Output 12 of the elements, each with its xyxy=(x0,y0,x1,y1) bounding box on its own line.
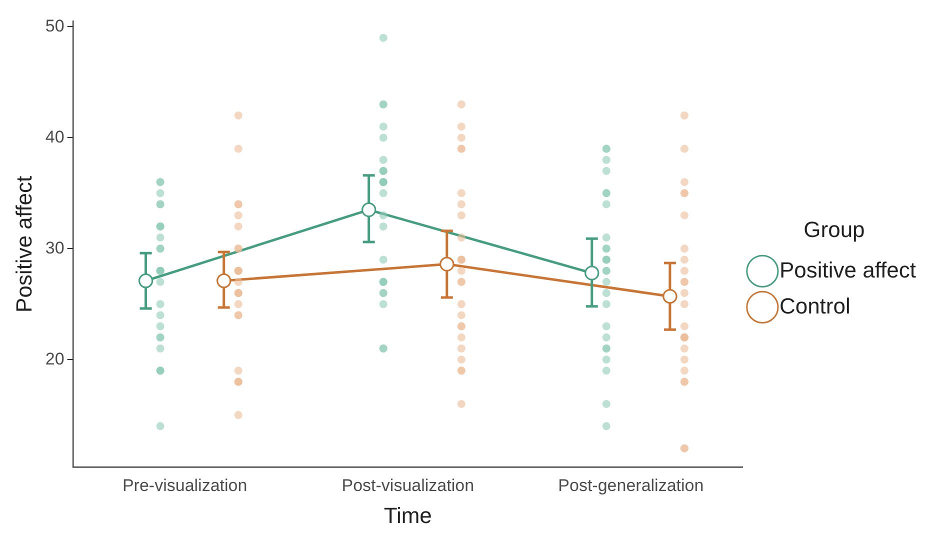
x-axis-title: Time xyxy=(384,502,432,528)
y-axis-title: Positive affect xyxy=(11,176,36,312)
legend-label: Positive affect xyxy=(779,257,916,282)
x-tick-label: Post-generalization xyxy=(558,476,704,496)
y-tick-label: 30 xyxy=(45,238,64,258)
y-tick-label: 50 xyxy=(45,16,64,36)
y-tick-label: 20 xyxy=(45,349,64,368)
legend-title: Group xyxy=(804,216,865,242)
x-tick-label: Post-visualization xyxy=(342,476,474,496)
x-tick-label: Pre-visualization xyxy=(122,476,248,496)
legend-label: Control xyxy=(779,293,850,318)
y-tick-label: 40 xyxy=(45,127,64,146)
